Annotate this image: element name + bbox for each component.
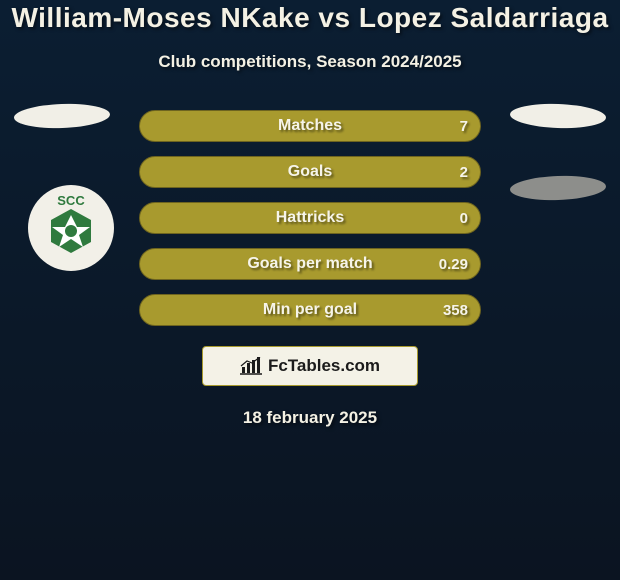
page-title: William-Moses NKake vs Lopez Saldarriaga [11,2,608,34]
stat-label: Goals [140,157,480,187]
stat-row: Goals2 [139,156,481,188]
club-badge-text: SCC [57,193,85,208]
stat-value-right: 0.29 [439,249,468,279]
player-right-badges [510,104,606,200]
bar-chart-icon [240,357,262,375]
club-badge-star-core [65,225,77,237]
comparison-panel: William-Moses NKake vs Lopez Saldarriaga… [0,0,620,580]
stat-value-right: 2 [460,157,468,187]
stats-list: Matches7Goals2Hattricks0Goals per match0… [139,110,481,326]
player-left-badge [14,104,110,128]
player-left-oval [14,102,111,129]
club-badge: SCC [28,185,114,271]
stat-label: Matches [140,111,480,141]
brand-text: FcTables.com [268,356,380,376]
stat-value-right: 7 [460,111,468,141]
stat-label: Goals per match [140,249,480,279]
stat-row: Min per goal358 [139,294,481,326]
stat-label: Min per goal [140,295,480,325]
player-right-oval-1 [510,102,607,129]
stat-value-right: 0 [460,203,468,233]
player-right-oval-2 [510,174,607,201]
stat-row: Goals per match0.29 [139,248,481,280]
stat-value-right: 358 [443,295,468,325]
stat-row: Hattricks0 [139,202,481,234]
club-badge-svg: SCC [28,185,114,271]
subtitle: Club competitions, Season 2024/2025 [158,52,461,72]
footer-date: 18 february 2025 [0,408,620,428]
brand-box: FcTables.com [202,346,418,386]
stat-label: Hattricks [140,203,480,233]
stat-row: Matches7 [139,110,481,142]
comparison-body: SCC Matches7 Goals2 Hattricks0 Goals per ma… [0,110,620,428]
